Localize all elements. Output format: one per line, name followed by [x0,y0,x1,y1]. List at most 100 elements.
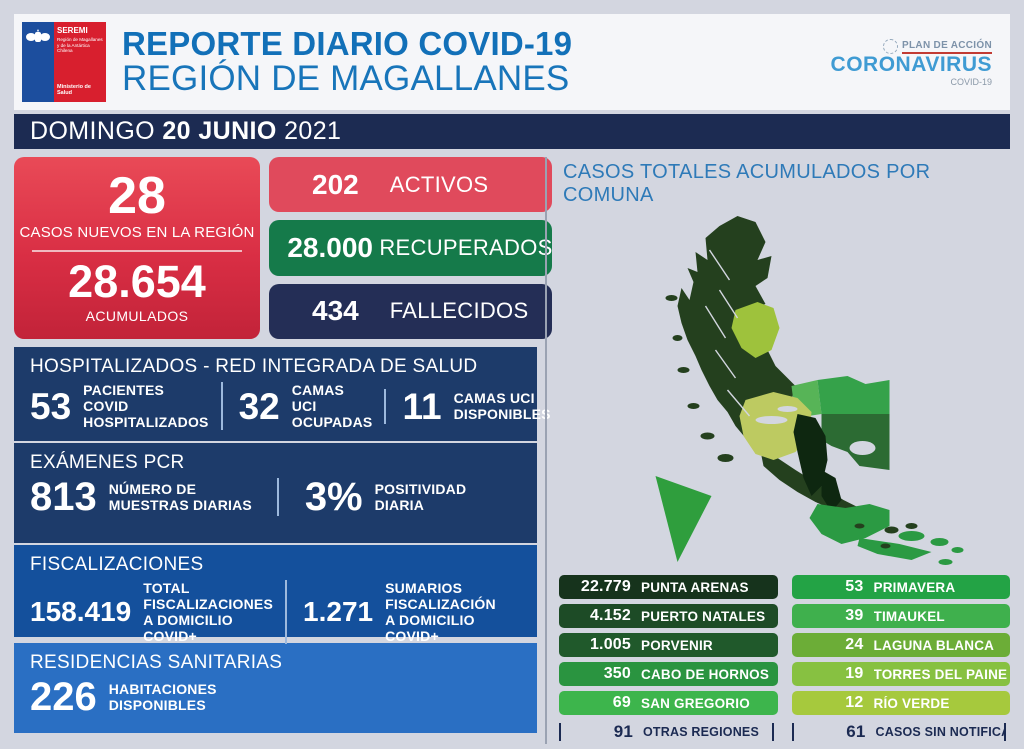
comuna-row-torres-del-paine: 19 TORRES DEL PAINE [791,662,1010,686]
comuna-row-san-gregorio: 69 SAN GREGORIO [559,691,778,715]
accumulated-value: 28.654 [68,255,206,307]
active-cases-pill: 202 ACTIVOS [269,157,552,213]
icu-occupied-stat: 32 CAMAS UCI OCUPADAS [220,382,385,431]
header: SEREMI Región de Magallanes y de la Antá… [14,14,1010,110]
map-islet [677,367,690,373]
map-islet [687,403,700,409]
summary-proceedings-stat: 1.271 SUMARIOS FISCALIZACIÓN A DOMICILIO… [285,580,521,645]
comuna-label: PUERTO NATALES [641,608,766,624]
new-cases-value: 28 [108,167,166,226]
covid19-sub: COVID-19 [950,76,992,87]
recovered-value: 28.000 [287,231,373,263]
logo-ministry-text: Ministerio de Salud [57,83,91,97]
active-value: 202 [312,168,359,200]
rooms-available-stat: 226 HABITACIONES DISPONIBLES [30,675,229,719]
comuna-value: 1.005 [589,636,631,653]
stat-value: 1.271 [303,595,374,627]
comuna-label: PORVENIR [641,637,713,653]
comuna-value: 53 [845,578,864,595]
comuna-row-porvenir: 1.005 PORVENIR [559,633,778,657]
logo-region-text: Región de Magallanes y de la Antártica C… [57,37,103,54]
map-fjord-lines [704,249,751,417]
otras-regiones-row: 91 OTRAS REGIONES [559,720,778,744]
comuna-col-right: 53 PRIMAVERA 39 TIMAUKEL 24 LAGUNA BLANC… [791,575,1011,744]
map-islet [700,432,715,440]
comuna-label: CASOS SIN NOTIFICACIÓN [875,725,1005,739]
comuna-row-puerto-natales: 4.152 PUERTO NATALES [559,604,778,628]
plan-accion-badge: PLAN DE ACCIÓN CORONAVIRUS COVID-19 [830,37,992,87]
comuna-label: TORRES DEL PAINE [873,666,1008,682]
map-region-timaukel [809,504,890,544]
pcr-title: EXÁMENES PCR [30,452,185,473]
stat-label: PACIENTES COVID HOSPITALIZADOS [83,382,209,431]
divider-bar [1004,723,1006,741]
comuna-label: TIMAUKEL [873,608,945,624]
comuna-label: RÍO VERDE [873,695,950,711]
logo-seremi-text: SEREMI [57,26,88,35]
comuna-value: 12 [845,694,864,711]
comuna-label: PRIMAVERA [873,579,956,595]
comuna-value: 4.152 [589,607,631,624]
map-region-punta-arenas [793,414,828,496]
comuna-value: 39 [845,607,864,624]
stat-value: 3% [304,475,363,519]
comuna-value: 22.779 [580,578,631,595]
total-inspections-stat: 158.419 TOTAL FISCALIZACIONES A DOMICILI… [30,580,285,644]
comuna-label: LAGUNA BLANCA [873,637,995,653]
coronavirus-brand: CORONAVIRUS [830,53,992,77]
deceased-label: FALLECIDOS [389,298,529,324]
comuna-label: SAN GREGORIO [641,695,750,711]
accumulated-label: ACUMULADOS [85,307,189,324]
plan-kicker: PLAN DE ACCIÓN [902,40,992,54]
map-islet [717,454,734,462]
stat-value: 53 [30,385,72,427]
map-lake [777,406,798,412]
comuna-label: CABO DE HORNOS [641,666,770,682]
casos-sin-notificacion-row: 61 CASOS SIN NOTIFICACIÓN [791,720,1011,744]
pcr-section: EXÁMENES PCR 813 NÚMERO DE MUESTRAS DIAR… [14,443,537,543]
inspections-title: FISCALIZACIONES [30,554,204,575]
comuna-value: 19 [845,665,864,682]
map-region-antartica [655,476,712,562]
comuna-col-left: 22.779 PUNTA ARENAS 4.152 PUERTO NATALES… [559,575,778,744]
stat-label: HABITACIONES DISPONIBLES [108,680,217,713]
deceased-value: 434 [312,295,359,327]
map-islet [880,543,891,549]
comuna-row-primavera: 53 PRIMAVERA [791,575,1010,599]
stat-value: 11 [402,385,442,427]
active-label: ACTIVOS [389,171,489,197]
map-region-primavera [817,376,890,414]
map-islet [898,531,925,541]
map-region-navarino [857,538,932,560]
stat-value: 226 [30,675,97,719]
positivity-stat: 3% POSITIVIDAD DIARIA [276,475,521,519]
recovered-pill: 28.000 RECUPERADOS [269,220,552,276]
stat-value: 32 [238,385,280,427]
icu-available-stat: 11 CAMAS UCI DISPONIBLES [384,385,562,427]
comuna-value: 69 [612,694,631,711]
map-region-torres-del-paine [731,302,780,358]
divider-bar [559,723,561,741]
comuna-row-timaukel: 39 TIMAUKEL [791,604,1010,628]
residences-title: RESIDENCIAS SANITARIAS [30,652,283,673]
stat-label: TOTAL FISCALIZACIONES A DOMICILIO COVID+ [143,580,273,645]
page-title: REPORTE DIARIO COVID-19 [122,25,573,63]
daily-samples-stat: 813 NÚMERO DE MUESTRAS DIARIAS [30,477,277,517]
comuna-totals-list: 22.779 PUNTA ARENAS 4.152 PUERTO NATALES… [559,575,1010,744]
comuna-value: 61 [846,722,866,741]
map-islet [930,538,949,546]
map-islet [938,559,953,565]
stat-label: SUMARIOS FISCALIZACIÓN A DOMICILIO COVID… [385,580,496,645]
comuna-row-punta-arenas: 22.779 PUNTA ARENAS [559,575,778,599]
comuna-value: 91 [613,722,633,741]
divider-bar [771,723,774,741]
comuna-row-rio-verde: 12 RÍO VERDE [791,691,1010,715]
comuna-value: 350 [603,665,631,682]
stat-label: POSITIVIDAD DIARIA [374,480,467,513]
hospitalized-stat: 53 PACIENTES COVID HOSPITALIZADOS [30,382,221,430]
chile-coat-of-arms-icon [26,29,50,42]
map-panel: CASOS TOTALES ACUMULADOS POR COMUNA [545,157,1010,744]
report-titles: REPORTE DIARIO COVID-19 REGIÓN DE MAGALL… [122,27,572,96]
magallanes-region-map [655,216,964,565]
divider-bar [791,723,794,741]
